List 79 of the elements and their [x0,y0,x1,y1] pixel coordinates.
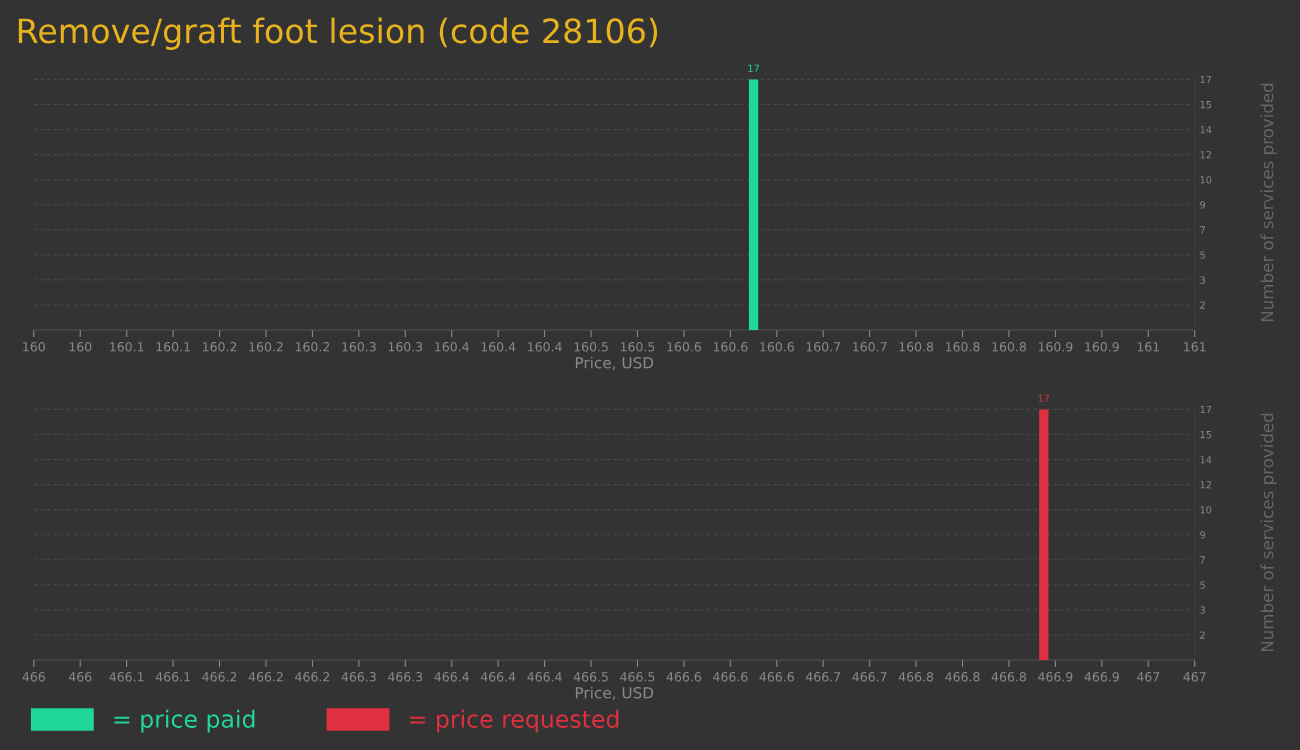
y-tick-label: 9 [1200,531,1206,539]
x-tick-label: 466.9 [1084,672,1119,682]
x-tick-label: 160.5 [574,342,608,352]
data-label: 17 [748,64,759,72]
y-tick-label: 3 [1200,276,1205,284]
y-tick-label: 15 [1200,431,1212,439]
x-tick-label: 160.6 [667,342,702,352]
x-tick-label: 466.3 [341,672,376,682]
x-tick-label: 466.2 [248,672,283,682]
x-tick-label: 160.6 [713,342,748,352]
y-tick-label: 2 [1200,631,1205,639]
x-tick-label: 467 [1183,672,1206,682]
x-tick-label: 466.2 [202,672,237,682]
legend-label: = price requested [410,709,619,733]
x-tick-label: 160.8 [899,342,934,352]
y-tick-label: 12 [1200,151,1211,159]
x-tick-label: 466.2 [295,672,330,682]
legend-label: = price paid [114,709,255,733]
x-tick-label: 160.7 [806,342,841,352]
y-tick-label: 10 [1200,176,1212,184]
y-tick-label: 10 [1200,506,1212,514]
x-tick-label: 161 [1184,342,1206,352]
y-tick-label: 12 [1200,481,1211,489]
y-tick-label: 7 [1200,556,1205,564]
x-tick-label: 466.8 [898,672,934,682]
data-label: 17 [1038,394,1050,402]
x-tick-label: 466.8 [991,672,1026,682]
x-axis-title: Price, USD [575,356,654,371]
x-tick-label: 160.4 [435,342,469,352]
x-tick-label: 466.1 [109,672,144,682]
x-tick-label: 466.7 [805,672,841,682]
y-tick-label: 14 [1200,456,1212,464]
x-tick-label: 466.9 [1038,672,1073,682]
x-tick-label: 466.3 [388,672,423,682]
y-tick-label: 17 [1200,76,1212,84]
y-tick-label: 5 [1200,251,1205,259]
x-axis-title: Price, USD [575,686,654,701]
x-tick-label: 160.1 [156,342,190,352]
x-tick-label: 160.8 [992,342,1026,352]
x-tick-label: 160.2 [249,342,283,352]
x-tick-label: 160.6 [760,342,794,352]
x-tick-label: 466.6 [666,672,702,682]
y-tick-label: 14 [1200,126,1212,134]
y-tick-label: 15 [1200,101,1212,109]
x-tick-label: 160.3 [342,342,376,352]
x-tick-label: 466.1 [155,672,190,682]
x-tick-label: 466.5 [573,672,608,682]
y-tick-label: 5 [1200,581,1205,589]
y-tick-label: 9 [1200,201,1206,209]
x-tick-label: 466.4 [480,672,516,682]
x-tick-label: 160.9 [1038,342,1073,352]
y-tick-label: 2 [1200,301,1205,309]
x-tick-label: 466.4 [434,672,469,682]
y-tick-label: 7 [1200,226,1205,234]
x-tick-label: 160.1 [110,342,144,352]
x-tick-label: 466 [68,672,92,682]
x-tick-label: 466.7 [852,672,887,682]
x-tick-label: 160.9 [1085,342,1119,352]
x-tick-label: 160.4 [528,342,562,352]
x-tick-label: 160 [69,342,92,352]
x-tick-label: 466 [22,672,45,682]
y-tick-label: 17 [1200,406,1212,414]
x-tick-label: 466.6 [759,672,794,682]
chart-title: Remove/graft foot lesion (code 28106) [18,17,658,50]
x-tick-label: 466.4 [527,672,562,682]
x-tick-label: 160.2 [203,342,237,352]
x-tick-label: 160 [23,342,45,352]
x-tick-label: 466.8 [945,672,980,682]
x-tick-label: 160.3 [388,342,423,352]
x-tick-label: 466.5 [620,672,655,682]
x-tick-label: 466.6 [713,672,748,682]
x-tick-label: 160.8 [946,342,980,352]
x-tick-label: 160.5 [620,342,655,352]
x-tick-label: 160.2 [295,342,330,352]
y-tick-label: 3 [1200,606,1205,614]
x-tick-label: 160.4 [481,342,516,352]
x-tick-label: 160.7 [853,342,887,352]
x-tick-label: 161 [1137,342,1160,352]
x-tick-label: 467 [1136,672,1160,682]
